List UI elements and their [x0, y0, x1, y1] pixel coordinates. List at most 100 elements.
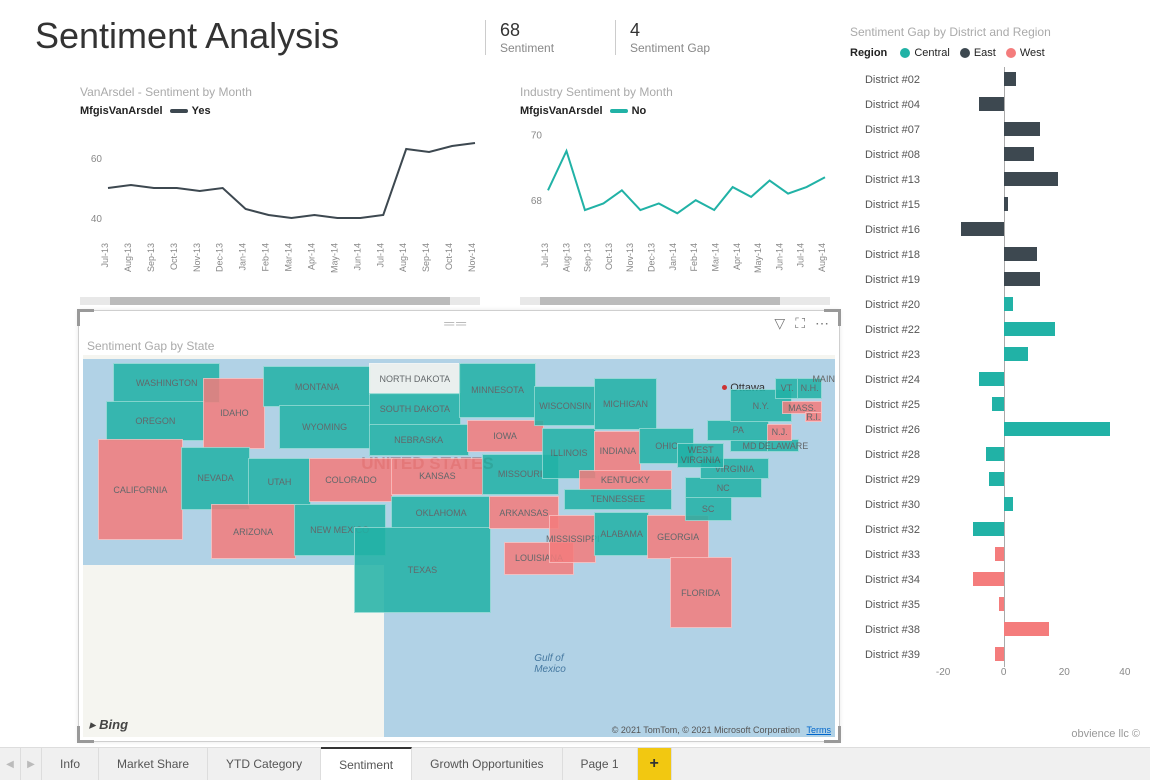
state-michigan[interactable]: MICHIGAN [594, 378, 656, 430]
svg-text:Jul-13: Jul-13 [100, 243, 110, 268]
state-r-i-[interactable]: R.I. [805, 412, 822, 422]
state-sc[interactable]: SC [685, 496, 732, 521]
tab-add-page[interactable]: + [638, 748, 672, 780]
hbar-row[interactable]: District #34 [850, 567, 1140, 592]
hbar-row[interactable]: District #39 [850, 642, 1140, 667]
state-montana[interactable]: MONTANA [263, 366, 370, 406]
state-vt-[interactable]: VT. [775, 378, 800, 399]
hbar-row[interactable]: District #15 [850, 192, 1140, 217]
state-florida[interactable]: FLORIDA [670, 557, 732, 628]
drag-grip-icon[interactable]: ══ [444, 315, 468, 331]
state-california[interactable]: CALIFORNIA [98, 439, 183, 540]
hbar-x-axis: -2002040 [928, 667, 1140, 687]
state-north-dakota[interactable]: NORTH DAKOTA [369, 363, 461, 396]
state-arizona[interactable]: ARIZONA [211, 504, 296, 559]
chart-vanarsdel-sentiment[interactable]: VanArsdel - Sentiment by Month MfgisVanA… [80, 85, 480, 305]
tab-info[interactable]: Info [42, 748, 99, 780]
scrollbar-thumb[interactable] [540, 297, 780, 305]
attrib-text: © 2021 TomTom, © 2021 Microsoft Corporat… [612, 725, 800, 735]
map-canvas[interactable]: UNITED STATES Ottawa Gulf of Mexico WASH… [83, 355, 835, 737]
state-wyoming[interactable]: WYOMING [279, 405, 371, 449]
hbar-row[interactable]: District #08 [850, 142, 1140, 167]
state-idaho[interactable]: IDAHO [203, 378, 265, 449]
state-utah[interactable]: UTAH [248, 458, 310, 506]
hbar-track [928, 92, 1140, 117]
hbar-row[interactable]: District #28 [850, 442, 1140, 467]
map-sentiment-gap-by-state[interactable]: ══ ▽ ⛶ ⋯ Sentiment Gap by State UNITED S… [78, 310, 840, 742]
state-south-dakota[interactable]: SOUTH DAKOTA [369, 393, 461, 426]
hbar-label: District #19 [850, 274, 928, 286]
tab-growth-opportunities[interactable]: Growth Opportunities [412, 748, 562, 780]
hbar-row[interactable]: District #20 [850, 292, 1140, 317]
state-mississippi[interactable]: MISSISSIPPI [549, 515, 596, 563]
hbar-row[interactable]: District #23 [850, 342, 1140, 367]
hbar-label: District #13 [850, 174, 928, 186]
state-delaware[interactable]: DELAWARE [767, 439, 799, 452]
state-minnesota[interactable]: MINNESOTA [459, 363, 536, 418]
state-indiana[interactable]: INDIANA [594, 431, 641, 471]
hbar-row[interactable]: District #13 [850, 167, 1140, 192]
hbar-row[interactable]: District #16 [850, 217, 1140, 242]
state-oklahoma[interactable]: OKLAHOMA [391, 496, 491, 529]
tab-ytd-category[interactable]: YTD Category [208, 748, 321, 780]
state-kansas[interactable]: KANSAS [391, 458, 483, 494]
hbar-row[interactable]: District #02 [850, 67, 1140, 92]
hbar-track [928, 192, 1140, 217]
hbar-row[interactable]: District #04 [850, 92, 1140, 117]
svg-text:Jul-13: Jul-13 [540, 243, 550, 268]
chart-industry-sentiment[interactable]: Industry Sentiment by Month MfgisVanArsd… [520, 85, 830, 305]
focus-mode-icon[interactable]: ⛶ [795, 315, 805, 332]
legend-swatch [170, 109, 188, 113]
state-alabama[interactable]: ALABAMA [594, 512, 649, 556]
state-oregon[interactable]: OREGON [106, 401, 206, 441]
hbar-row[interactable]: District #32 [850, 517, 1140, 542]
tab-sentiment[interactable]: Sentiment [321, 747, 412, 780]
chart-sentiment-gap-by-district[interactable]: Sentiment Gap by District and Region Reg… [850, 25, 1140, 687]
state-georgia[interactable]: GEORGIA [647, 515, 709, 559]
legend-swatch [960, 48, 970, 58]
legend-prefix: MfgisVanArsdel [520, 105, 603, 117]
hbar-bar [1004, 197, 1009, 211]
hbar-row[interactable]: District #38 [850, 617, 1140, 642]
hbar-row[interactable]: District #26 [850, 417, 1140, 442]
state-pa[interactable]: PA [707, 420, 769, 441]
hbar-row[interactable]: District #25 [850, 392, 1140, 417]
state-colorado[interactable]: COLORADO [309, 458, 394, 502]
svg-text:Nov-13: Nov-13 [192, 243, 202, 272]
hbar-row[interactable]: District #29 [850, 467, 1140, 492]
hbar-bar [1004, 347, 1028, 361]
svg-text:Oct-14: Oct-14 [444, 243, 454, 270]
state-tennessee[interactable]: TENNESSEE [564, 489, 671, 510]
tab-page-1[interactable]: Page 1 [563, 748, 638, 780]
hbar-label: District #15 [850, 199, 928, 211]
state-iowa[interactable]: IOWA [467, 420, 544, 453]
state-texas[interactable]: TEXAS [354, 527, 491, 613]
chart-scrollbar[interactable] [520, 297, 830, 305]
state-nevada[interactable]: NEVADA [181, 447, 251, 510]
filter-icon[interactable]: ▽ [774, 315, 785, 332]
state-west-virginia[interactable]: WEST VIRGINIA [677, 443, 724, 468]
tab-nav-next[interactable]: ▶ [21, 748, 42, 780]
state-nc[interactable]: NC [685, 477, 762, 498]
chart-scrollbar[interactable] [80, 297, 480, 305]
hbar-label: District #07 [850, 124, 928, 136]
scrollbar-thumb[interactable] [110, 297, 450, 305]
hbar-bar [1004, 622, 1049, 636]
hbar-row[interactable]: District #18 [850, 242, 1140, 267]
hbar-row[interactable]: District #30 [850, 492, 1140, 517]
hbar-row[interactable]: District #22 [850, 317, 1140, 342]
hbar-row[interactable]: District #24 [850, 367, 1140, 392]
state-wisconsin[interactable]: WISCONSIN [534, 386, 596, 426]
terms-link[interactable]: Terms [807, 725, 832, 735]
state-kentucky[interactable]: KENTUCKY [579, 470, 671, 491]
hbar-row[interactable]: District #07 [850, 117, 1140, 142]
state-nebraska[interactable]: NEBRASKA [369, 424, 469, 457]
hbar-row[interactable]: District #19 [850, 267, 1140, 292]
city-dot-icon [722, 385, 727, 390]
tab-nav-prev[interactable]: ◀ [0, 748, 21, 780]
hbar-row[interactable]: District #35 [850, 592, 1140, 617]
state-n-j-[interactable]: N.J. [767, 424, 792, 441]
svg-text:60: 60 [91, 154, 103, 165]
hbar-row[interactable]: District #33 [850, 542, 1140, 567]
tab-market-share[interactable]: Market Share [99, 748, 208, 780]
